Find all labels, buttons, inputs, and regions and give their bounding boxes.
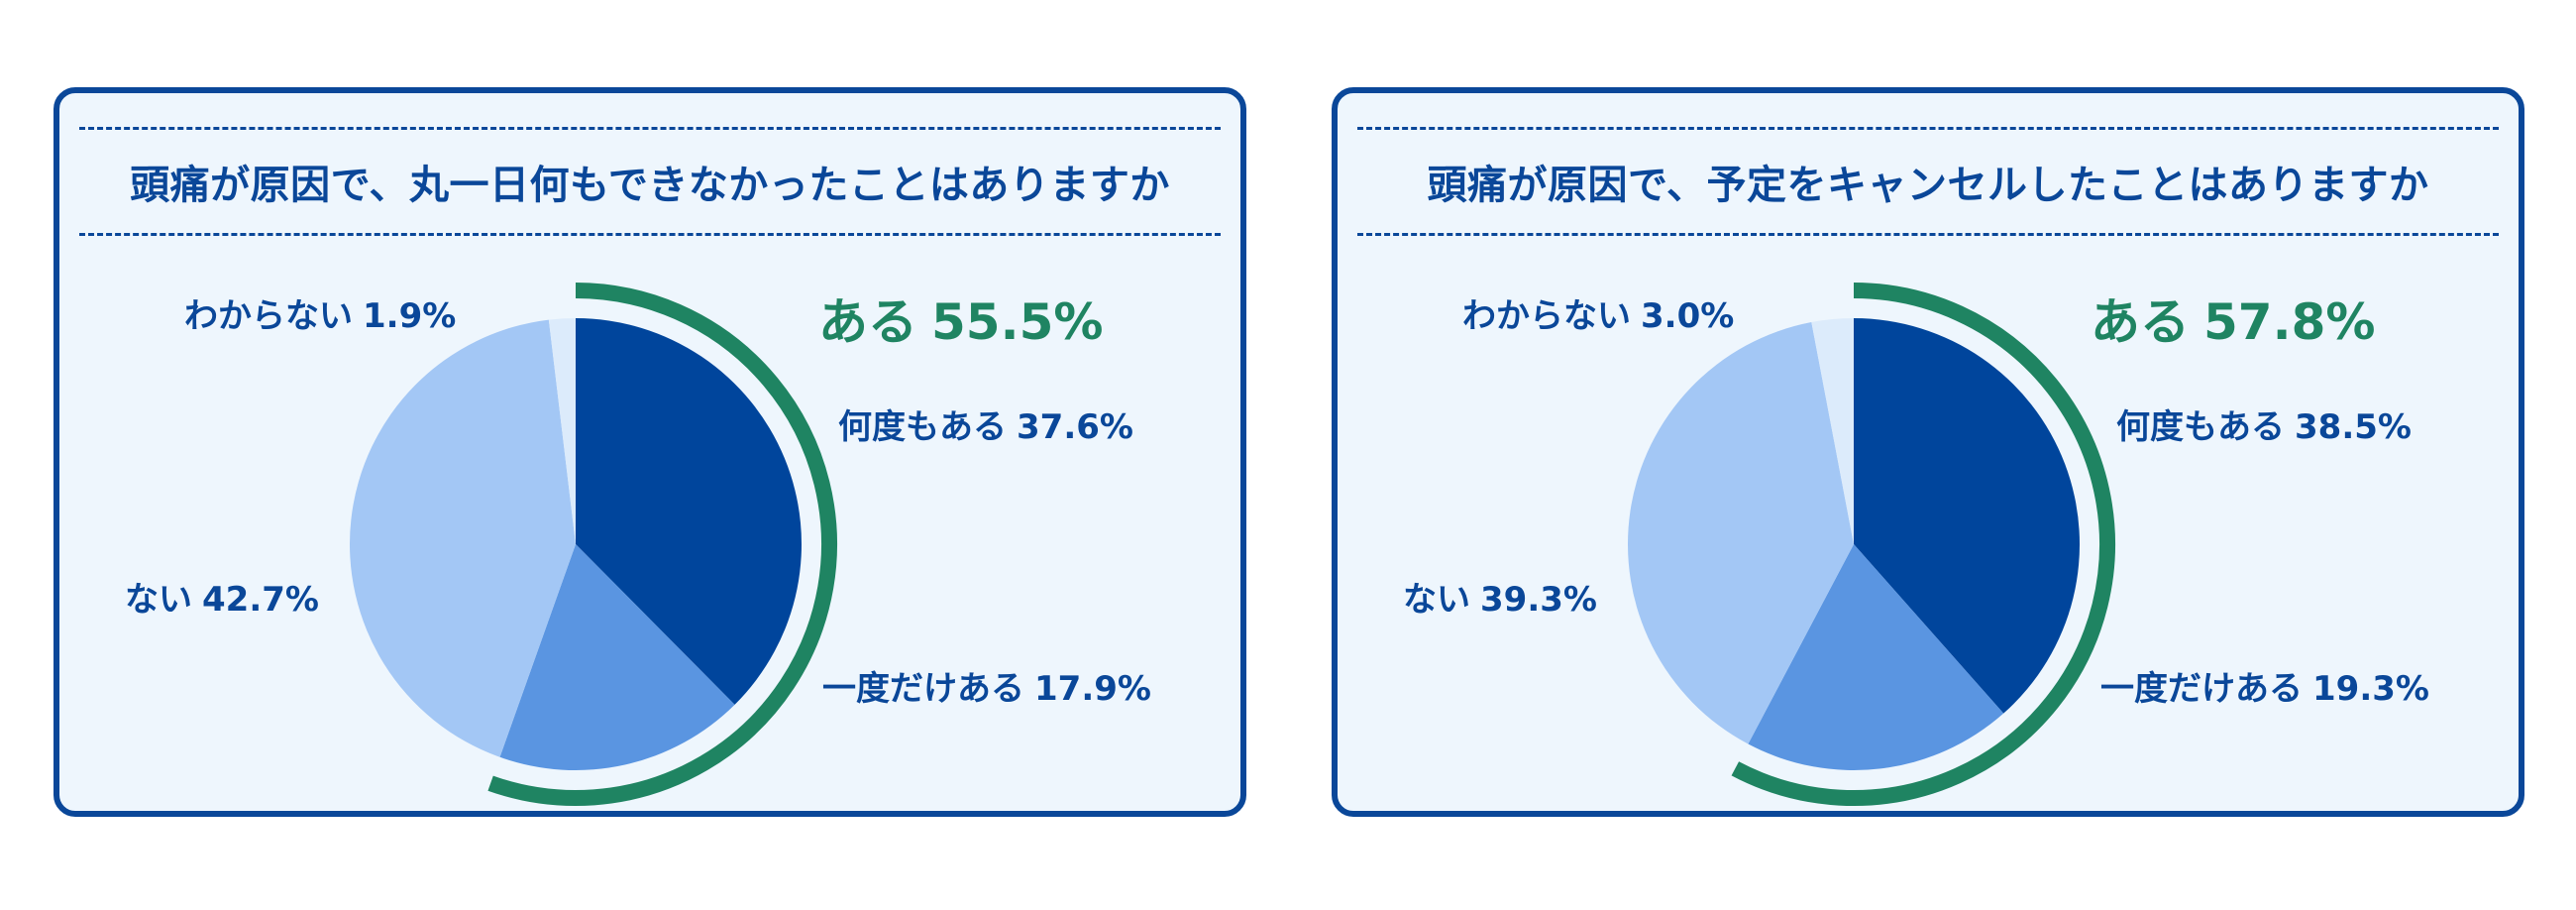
title-band: 頭痛が原因で、丸一日何もできなかったことはありますか [79, 127, 1221, 236]
pie-slice-unknown [1811, 318, 1854, 544]
slice-value: 1.9% [363, 296, 457, 336]
slice-label-unknown: わからない 3.0% [1462, 299, 1734, 333]
pie-slice-no [1628, 322, 1854, 744]
slice-label-text: 一度だけある [822, 669, 1024, 709]
slice-value: 3.0% [1641, 296, 1735, 336]
pie-slice-no [349, 319, 576, 757]
pie-slice-unknown [548, 318, 576, 544]
title-band: 頭痛が原因で、予定をキャンセルしたことはありますか [1357, 127, 2499, 236]
summary-arc [1731, 283, 2115, 806]
summary-arc [487, 283, 837, 806]
slice-value: 39.3% [1480, 580, 1597, 620]
summary-value: 55.5% [931, 293, 1104, 351]
slice-label-many-times: 何度もある 38.5% [2116, 410, 2412, 444]
chart-title: 頭痛が原因で、丸一日何もできなかったことはありますか [130, 163, 1170, 208]
pie-slice-once [1748, 544, 2004, 770]
slice-label-text: 何度もある [838, 407, 1007, 447]
slice-label-text: わからない [1462, 296, 1631, 336]
slice-label-text: 何度もある [2116, 407, 2285, 447]
summary-label: ある 55.5% [818, 297, 1103, 347]
slice-label-text: ない [125, 580, 192, 620]
slice-label-once: 一度だけある 17.9% [822, 672, 1151, 706]
chart-title: 頭痛が原因で、予定をキャンセルしたことはありますか [1427, 163, 2429, 208]
pie-chart [349, 283, 837, 806]
slice-label-text: 一度だけある [2100, 669, 2303, 709]
chart-panel-cancel-plans: 頭痛が原因で、予定をキャンセルしたことはありますか ある 57.8% 何度もある 3… [1332, 87, 2524, 817]
slice-value: 17.9% [1034, 669, 1151, 709]
slice-label-no: ない 39.3% [1403, 583, 1597, 617]
pie-chart [1628, 283, 2115, 806]
slice-label-no: ない 42.7% [125, 583, 319, 617]
summary-label: ある 57.8% [2091, 297, 2375, 347]
slice-value: 37.6% [1017, 407, 1133, 447]
slice-label-once: 一度だけある 19.3% [2100, 672, 2429, 706]
summary-label-text: ある [818, 293, 917, 351]
pie-slice-once [499, 544, 735, 771]
summary-value: 57.8% [2203, 293, 2376, 351]
pie-slice-many-times [1854, 318, 2080, 714]
slice-value: 19.3% [2312, 669, 2429, 709]
summary-label-text: ある [2091, 293, 2190, 351]
slice-label-unknown: わからない 1.9% [184, 299, 456, 333]
chart-panel-full-day: 頭痛が原因で、丸一日何もできなかったことはありますか ある 55.5% 何度もある… [54, 87, 1246, 817]
slice-label-many-times: 何度もある 37.6% [838, 410, 1133, 444]
slice-label-text: ない [1403, 580, 1470, 620]
slice-value: 38.5% [2295, 407, 2412, 447]
slice-value: 42.7% [202, 580, 319, 620]
slice-label-text: わからない [184, 296, 353, 336]
pie-slice-many-times [576, 318, 802, 705]
